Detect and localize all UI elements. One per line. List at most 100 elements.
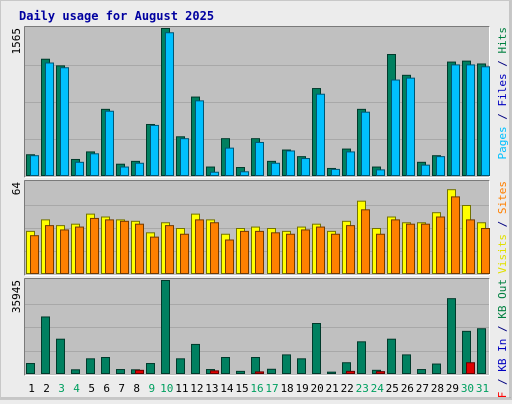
x-tick-label-day-8: 8 (133, 382, 140, 395)
bar-kb-out-day-15 (236, 370, 245, 375)
x-tick-label-day-11: 11 (175, 382, 188, 395)
bar-kb-out-day-21 (327, 371, 336, 374)
hits_panel-legend-part-3: / (496, 54, 509, 74)
bar-files-day-5 (90, 153, 99, 176)
bar-sites-day-2 (45, 225, 54, 274)
x-tick-label-day-7: 7 (118, 382, 125, 395)
bar-kb-out-day-20 (312, 323, 321, 375)
bar-kb-out-day-31 (477, 328, 486, 374)
bar-sites-day-30 (466, 219, 475, 274)
bar-kb-out-day-11 (176, 358, 185, 374)
x-tick-label-day-28: 28 (431, 382, 444, 395)
bar-kb-out-day-2 (41, 316, 50, 374)
bar-sites-day-1 (30, 235, 39, 274)
bar-files-day-6 (105, 110, 114, 176)
bar-kb-out-day-25 (387, 338, 396, 375)
bar-files-day-20 (316, 93, 325, 176)
bar-files-day-15 (240, 171, 249, 176)
x-tick-label-day-3: 3 (58, 382, 65, 395)
bar-files-day-14 (225, 147, 234, 177)
bar-kb-out-day-27 (417, 369, 426, 375)
bar-kb-out-day-6 (101, 357, 110, 374)
x-tick-label-day-31: 31 (476, 382, 489, 395)
bar-sites-day-20 (316, 226, 325, 274)
bar-kb-out-day-1 (26, 363, 35, 374)
bar-sites-day-17 (271, 232, 280, 274)
bar-kb-out-day-18 (282, 354, 291, 374)
bar-sites-day-31 (481, 228, 490, 274)
x-tick-label-day-2: 2 (43, 382, 50, 395)
bar-sites-day-14 (225, 239, 234, 274)
bar-files-day-12 (195, 100, 204, 176)
hits_panel-legend-part-4: Hits (496, 27, 509, 54)
bar-sites-day-12 (195, 219, 204, 274)
bar-sites-day-22 (346, 225, 355, 274)
bar-files-day-17 (271, 162, 280, 176)
bar-kb-out-day-19 (297, 358, 306, 374)
panel-hits_panel: 1565 Pages / Files / Hits (10, 26, 509, 178)
x-tick-label-day-23: 23 (356, 382, 369, 395)
x-tick-label-day-24: 24 (371, 382, 385, 395)
bar-files-day-19 (301, 158, 310, 177)
bar-sites-day-24 (376, 233, 385, 274)
bar-sites-day-16 (255, 230, 264, 274)
bar-files-day-21 (331, 168, 340, 177)
bar-sites-day-10 (165, 225, 174, 274)
bar-files-day-22 (346, 151, 355, 176)
bar-sites-day-25 (391, 219, 400, 274)
kb_panel-max-label: 35945 (10, 280, 23, 313)
hits_panel-legend-part-2: Files (496, 73, 509, 106)
x-tick-label-day-16: 16 (250, 382, 263, 395)
kb_panel-legend-part-1: / (496, 372, 509, 392)
bar-sites-day-9 (150, 236, 159, 274)
bar-kb-f-day-22 (346, 370, 355, 375)
bar-files-day-24 (376, 169, 385, 176)
kb_panel-legend-part-3: / (496, 319, 509, 339)
bar-files-day-3 (60, 67, 69, 176)
bar-files-day-27 (421, 164, 430, 177)
bar-kb-out-day-29 (447, 298, 456, 375)
bar-files-day-2 (45, 62, 54, 176)
bar-sites-day-15 (240, 230, 249, 274)
bar-kb-out-day-28 (432, 363, 441, 375)
bar-kb-out-day-10 (161, 280, 170, 374)
bar-files-day-11 (180, 138, 189, 177)
x-tick-label-day-1: 1 (28, 382, 35, 395)
bar-kb-out-day-12 (191, 343, 200, 374)
bar-sites-day-4 (75, 226, 84, 274)
chart-title: Daily usage for August 2025 (19, 9, 214, 23)
bar-files-day-13 (210, 171, 219, 177)
visits_panel-legend-label: Visits / Sites (496, 181, 509, 274)
bar-sites-day-23 (361, 209, 370, 274)
hits_panel-legend-part-1: / (496, 107, 509, 127)
bar-sites-day-6 (105, 219, 114, 274)
x-tick-label-day-27: 27 (416, 382, 429, 395)
bar-files-day-16 (255, 141, 264, 177)
bar-sites-day-7 (120, 220, 129, 274)
x-tick-label-day-15: 15 (235, 382, 248, 395)
bar-kb-f-day-13 (210, 370, 219, 374)
bar-kb-out-day-3 (56, 338, 65, 375)
bar-kb-out-day-16 (251, 357, 260, 374)
bar-sites-day-28 (436, 216, 445, 274)
bar-files-day-10 (165, 32, 174, 177)
bar-kb-out-day-17 (267, 368, 276, 374)
x-tick-label-day-21: 21 (326, 382, 339, 395)
visits_panel-legend-part-2: Sites (496, 181, 509, 214)
kb_panel-legend-part-4: KB Out (496, 279, 509, 319)
visits_panel-legend-part-0: Visits (496, 234, 509, 274)
bar-sites-day-29 (451, 196, 460, 274)
bar-files-day-7 (120, 166, 129, 177)
x-tick-label-day-30: 30 (461, 382, 474, 395)
bar-kb-out-day-5 (86, 358, 95, 374)
bar-files-day-9 (150, 124, 159, 176)
bar-kb-out-day-26 (402, 354, 411, 374)
x-tick-label-day-25: 25 (386, 382, 399, 395)
bar-sites-day-18 (286, 233, 295, 274)
bar-kb-f-day-8 (135, 369, 144, 374)
x-tick-label-day-6: 6 (103, 382, 110, 395)
x-tick-label-day-5: 5 (88, 382, 95, 395)
bar-kb-out-day-9 (146, 363, 155, 374)
x-tick-label-day-22: 22 (341, 382, 354, 395)
